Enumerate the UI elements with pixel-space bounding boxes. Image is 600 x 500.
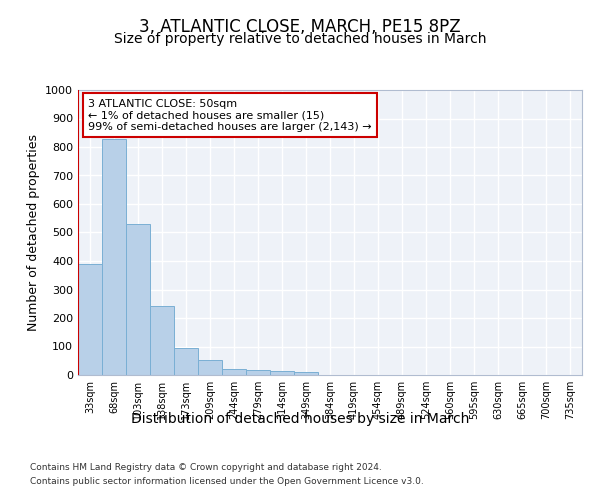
Y-axis label: Number of detached properties: Number of detached properties xyxy=(26,134,40,331)
Bar xyxy=(246,370,270,375)
Bar xyxy=(150,306,174,375)
Text: 3, ATLANTIC CLOSE, MARCH, PE15 8PZ: 3, ATLANTIC CLOSE, MARCH, PE15 8PZ xyxy=(139,18,461,36)
Text: Distribution of detached houses by size in March: Distribution of detached houses by size … xyxy=(131,412,469,426)
Text: 3 ATLANTIC CLOSE: 50sqm
← 1% of detached houses are smaller (15)
99% of semi-det: 3 ATLANTIC CLOSE: 50sqm ← 1% of detached… xyxy=(88,98,372,132)
Bar xyxy=(270,371,294,375)
Text: Contains public sector information licensed under the Open Government Licence v3: Contains public sector information licen… xyxy=(30,478,424,486)
Bar xyxy=(294,372,318,375)
Bar xyxy=(102,139,126,375)
Bar xyxy=(222,368,246,375)
Text: Contains HM Land Registry data © Crown copyright and database right 2024.: Contains HM Land Registry data © Crown c… xyxy=(30,462,382,471)
Bar xyxy=(198,360,222,375)
Bar xyxy=(174,348,198,375)
Bar xyxy=(78,264,102,375)
Bar xyxy=(126,224,150,375)
Text: Size of property relative to detached houses in March: Size of property relative to detached ho… xyxy=(114,32,486,46)
